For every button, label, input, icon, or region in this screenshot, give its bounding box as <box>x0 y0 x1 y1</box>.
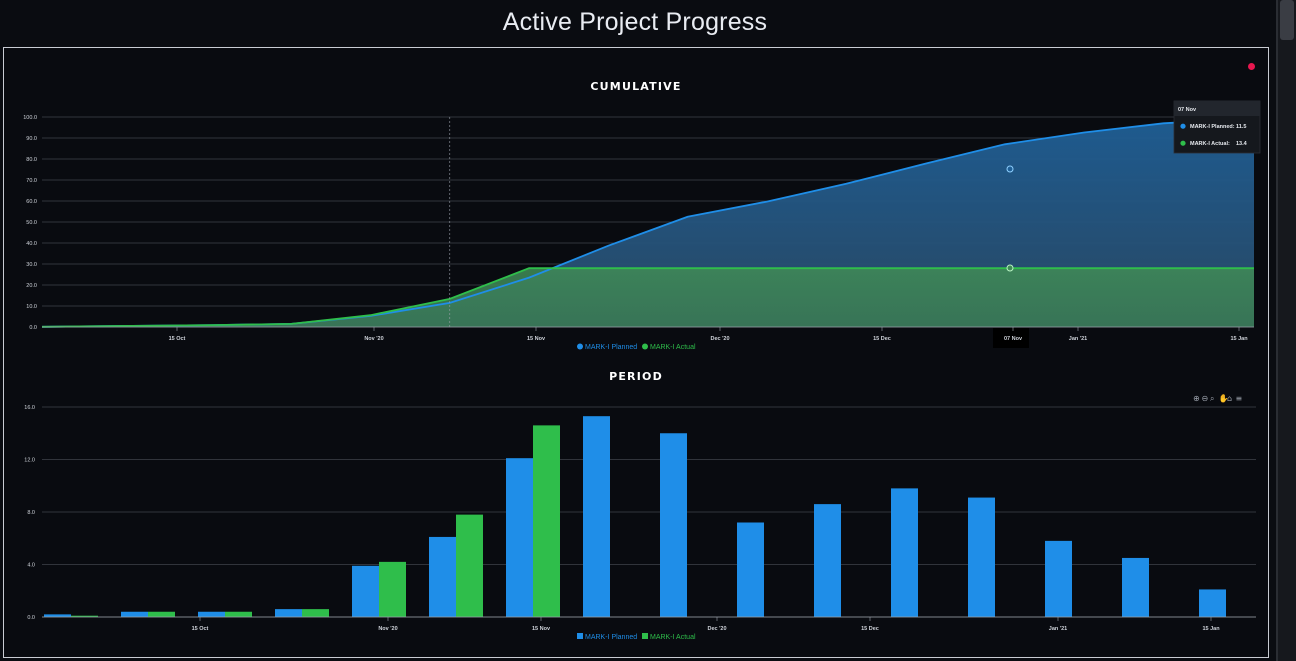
x-tick-label: 15 Nov <box>527 336 546 342</box>
scrollbar-divider <box>1276 0 1278 661</box>
x-tick-label: Jan '21 <box>1069 336 1087 342</box>
bar-actual <box>302 609 329 617</box>
x-crosshair-label-bg <box>993 328 1029 348</box>
bar-planned <box>814 504 841 617</box>
actual-hover-marker <box>1006 264 1014 272</box>
y-tick-label: 50.0 <box>26 220 37 226</box>
x-tick-label: Dec '20 <box>707 626 726 632</box>
tooltip-marker <box>1180 123 1186 129</box>
x-tick-label: 07 Nov <box>1004 336 1023 342</box>
bar-planned <box>506 458 533 617</box>
magnify-icon[interactable]: ⌕ <box>1210 394 1214 403</box>
tooltip-marker <box>1180 140 1186 146</box>
bar-planned <box>198 611 225 617</box>
x-tick-label: 15 Dec <box>873 336 891 342</box>
zoom-out-icon[interactable]: ⊖ <box>1202 394 1209 403</box>
bar-planned <box>44 614 71 617</box>
y-tick-label: 80.0 <box>26 157 37 163</box>
actual-area <box>42 268 1254 327</box>
y-tick-label: 12.0 <box>24 458 35 464</box>
legend-label-actual: MARK-I Actual <box>650 344 696 351</box>
tooltip-header: 07 Nov <box>1178 107 1197 113</box>
legend-label-actual: MARK-I Actual <box>650 634 696 641</box>
bar-actual <box>225 611 252 617</box>
planned-hover-marker <box>1006 165 1014 173</box>
period-title: PERIOD <box>609 370 663 383</box>
tooltip-value: 11.5 <box>1236 124 1246 130</box>
status-dot-icon <box>1248 63 1255 70</box>
bar-planned <box>660 433 687 617</box>
x-tick-label: Jan '21 <box>1049 626 1067 632</box>
x-tick-label: 15 Jan <box>1230 336 1248 342</box>
x-tick-label: 15 Oct <box>169 336 186 342</box>
cumulative-title: CUMULATIVE <box>590 80 681 93</box>
legend-marker-actual <box>642 633 648 639</box>
legend-label-planned: MARK-I Planned <box>585 634 637 641</box>
bar-planned <box>121 611 148 617</box>
zoom-in-icon[interactable]: ⊕ <box>1193 394 1200 403</box>
bar-planned <box>429 536 456 617</box>
y-tick-label: 4.0 <box>27 563 35 569</box>
pan-icon[interactable]: ✋ <box>1219 393 1229 403</box>
y-tick-label: 16.0 <box>24 405 35 411</box>
bar-planned <box>1045 540 1072 617</box>
menu-icon[interactable]: ≡ <box>1236 394 1243 403</box>
y-tick-label: 100.0 <box>23 115 37 121</box>
x-tick-label: Nov '20 <box>364 336 383 342</box>
bar-planned <box>275 609 302 617</box>
y-tick-label: 0.0 <box>27 615 35 621</box>
bar-planned <box>583 416 610 617</box>
tooltip-label: MARK-I Planned: <box>1190 124 1235 130</box>
legend-marker-planned <box>577 633 583 639</box>
scrollbar-thumb[interactable] <box>1280 0 1294 40</box>
bar-actual <box>379 561 406 617</box>
home-icon[interactable]: ⌂ <box>1227 394 1232 403</box>
y-tick-label: 8.0 <box>27 510 35 516</box>
x-tick-label: 15 Jan <box>1202 626 1220 632</box>
tooltip-value: 13.4 <box>1236 141 1248 147</box>
x-tick-label: Dec '20 <box>710 336 729 342</box>
bar-actual <box>148 611 175 617</box>
y-tick-label: 40.0 <box>26 241 37 247</box>
actual-line <box>41 267 1254 328</box>
x-tick-label: 15 Nov <box>532 626 551 632</box>
scrollbar[interactable] <box>1278 0 1296 661</box>
bar-actual <box>71 615 98 617</box>
tooltip-label: MARK-I Actual: <box>1190 141 1230 147</box>
x-tick-label: 15 Dec <box>861 626 879 632</box>
y-tick-label: 90.0 <box>26 136 37 142</box>
y-tick-label: 0.0 <box>29 325 37 331</box>
legend-marker-planned <box>577 343 583 350</box>
y-tick-label: 60.0 <box>26 199 37 205</box>
bar-planned <box>737 522 764 617</box>
legend-marker-actual <box>642 343 648 350</box>
bar-planned <box>891 488 918 617</box>
bar-planned <box>352 565 379 617</box>
bar-planned <box>1199 589 1226 617</box>
page-title: Active Project Progress <box>502 8 768 36</box>
bar-actual <box>533 425 560 617</box>
bar-planned <box>968 497 995 617</box>
y-tick-label: 20.0 <box>26 283 37 289</box>
x-tick-label: 15 Oct <box>192 626 209 632</box>
y-tick-label: 30.0 <box>26 262 37 268</box>
tooltip-header-bg <box>1174 101 1260 116</box>
y-tick-label: 70.0 <box>26 178 37 184</box>
x-tick-label: Nov '20 <box>378 626 397 632</box>
legend-label-planned: MARK-I Planned <box>585 344 637 351</box>
y-tick-label: 10.0 <box>26 304 37 310</box>
bar-planned <box>1122 557 1149 617</box>
bar-actual <box>456 514 483 617</box>
